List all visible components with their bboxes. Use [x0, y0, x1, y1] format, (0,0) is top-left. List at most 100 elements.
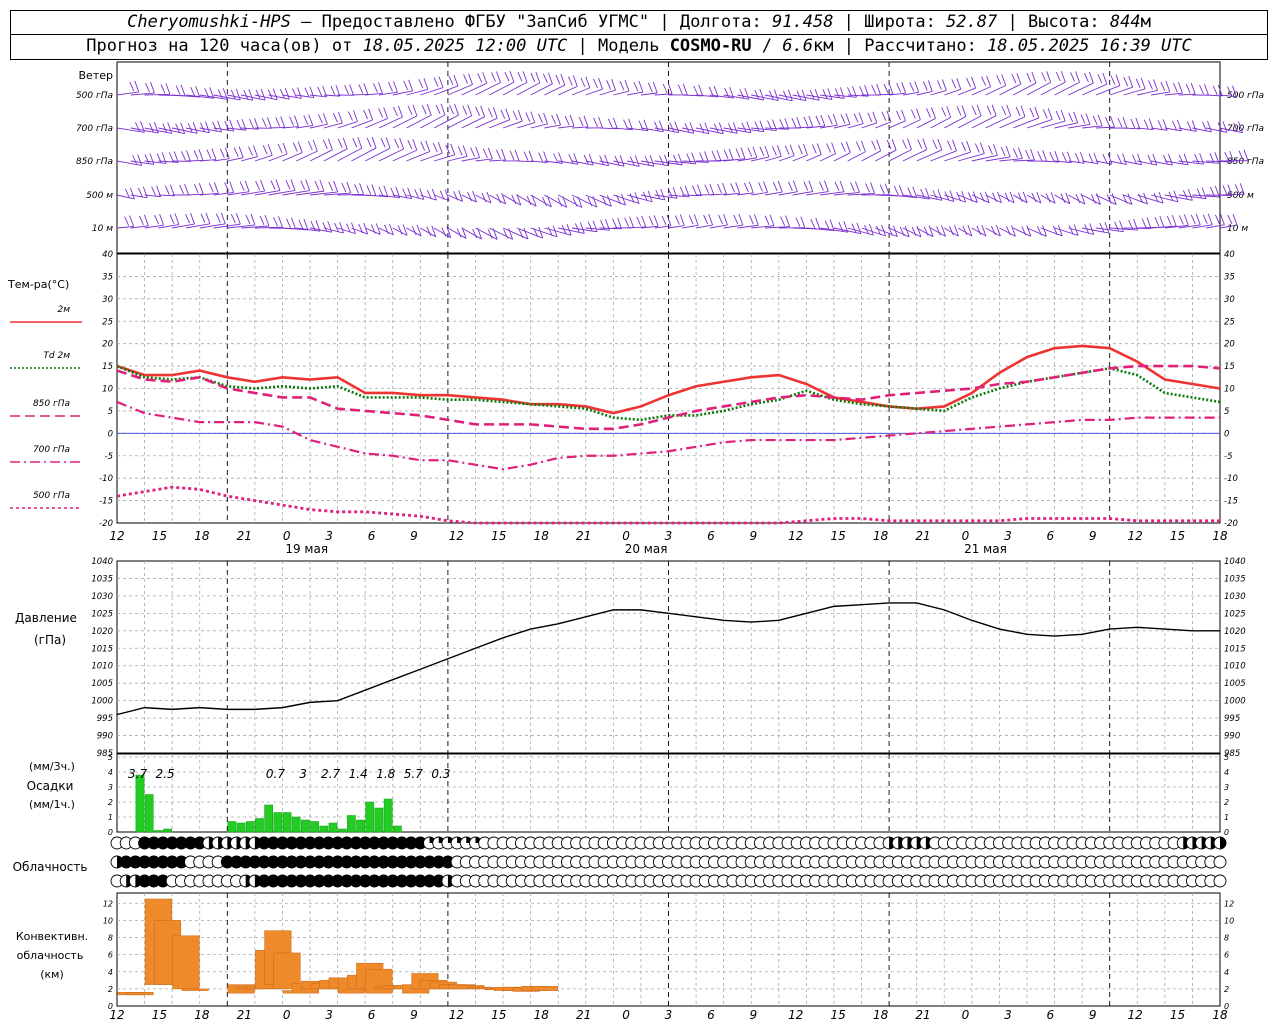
wind-barb-feather	[664, 154, 669, 166]
conv-ytick-left: 10	[103, 916, 113, 925]
wind-barb-feather	[798, 144, 803, 155]
temp-ytick-right: 5	[1224, 407, 1229, 417]
wind-barb-feather	[1110, 75, 1116, 85]
wind-barb-feather	[142, 186, 148, 198]
wind-barb-feather	[573, 153, 579, 165]
precip-bar	[154, 830, 163, 833]
wind-barb-feather	[1037, 226, 1042, 236]
wind-barb	[1192, 224, 1213, 229]
wind-barb	[309, 94, 327, 98]
wind-barb-feather	[185, 213, 190, 224]
wind-barb	[268, 189, 296, 196]
wind-barb-feather	[366, 137, 372, 148]
wind-barb-feather	[684, 123, 690, 133]
wind-barb	[309, 123, 328, 129]
wind-barb-feather	[1243, 149, 1249, 161]
wind-barb-feather	[318, 114, 323, 124]
wind-barb	[1192, 127, 1212, 133]
wind-barb	[433, 154, 455, 162]
wind-barb-feather	[467, 191, 472, 202]
wind-barb-feather	[279, 88, 285, 99]
temp-ytick-left: -15	[99, 497, 113, 507]
wind-barb	[516, 122, 535, 129]
wind-barb-feather	[259, 215, 265, 226]
wind-barb-feather	[1097, 114, 1103, 127]
conv-ytick-right: 6	[1224, 951, 1229, 960]
wind-barb	[158, 194, 175, 197]
wind-barb-feather	[1068, 112, 1074, 123]
conv-ytick-right: 2	[1224, 985, 1229, 994]
wind-barb-feather	[669, 122, 675, 132]
precip-total-label: 0.3	[431, 767, 450, 781]
wind-barb	[861, 150, 881, 162]
wind-barb-feather	[1135, 117, 1141, 130]
wind-barb-feather	[1209, 186, 1215, 197]
wind-barb-feather	[1052, 225, 1058, 236]
wind-barb	[847, 151, 866, 162]
time-tick-label: 12	[449, 529, 464, 543]
wind-barb	[116, 91, 139, 96]
pressure-ytick-left: 1025	[91, 609, 113, 619]
wind-barb	[144, 194, 161, 198]
wind-barb	[378, 227, 394, 236]
wind-barb-feather	[579, 222, 585, 234]
wind-barb	[185, 94, 214, 99]
wind-barb	[847, 123, 864, 129]
wind-barb	[957, 115, 982, 129]
wind-barb-feather	[585, 76, 591, 88]
pressure-ytick-right: 1005	[1224, 679, 1246, 689]
wind-barb-feather	[148, 122, 154, 133]
wind-barb	[420, 114, 446, 129]
wind-barb-feather	[1172, 120, 1177, 131]
wind-barb	[558, 125, 575, 129]
wind-barb-feather	[312, 139, 318, 152]
wind-barb	[1026, 227, 1047, 237]
wind-barb	[241, 225, 270, 229]
wind-barb	[971, 115, 997, 129]
wind-level-right: 500 гПа	[1227, 91, 1264, 101]
wind-barb-feather	[344, 85, 350, 95]
wind-barb-feather	[461, 227, 467, 239]
wind-barb	[695, 127, 724, 135]
wind-barb	[889, 194, 917, 199]
wind-barb-feather	[723, 213, 728, 226]
wind-barb-feather	[346, 181, 352, 194]
wind-barb	[461, 82, 487, 96]
wind-barb-feather	[976, 225, 982, 236]
pressure-ytick-left: 1010	[91, 662, 113, 672]
wind-barb-feather	[1088, 71, 1094, 84]
wind-barb-feather	[286, 218, 291, 228]
time-tick-label: 6	[707, 529, 715, 543]
wind-barb-feather	[902, 139, 907, 149]
wind-barb-feather	[352, 137, 358, 148]
wind-barb-feather	[211, 148, 217, 160]
time-tick-label: 9	[410, 529, 418, 543]
wind-barb-feather	[1143, 119, 1149, 129]
conv-title-1: Конвективн.	[16, 930, 88, 943]
wind-barb-feather	[397, 225, 403, 235]
wind-barb	[406, 151, 430, 162]
wind-barb-feather	[260, 88, 266, 101]
wind-barb-feather	[224, 147, 230, 159]
wind-barb-feather	[1042, 109, 1048, 119]
wind-barb-feather	[551, 114, 557, 125]
wind-barb	[1178, 127, 1197, 132]
wind-barb-feather	[444, 189, 450, 201]
time-tick-label-bottom: 18	[1212, 1008, 1228, 1022]
wind-barb-feather	[193, 183, 199, 194]
wind-barb-feather	[718, 214, 723, 225]
wind-barb-feather	[236, 119, 242, 130]
wind-barb	[654, 127, 679, 134]
wind-barb	[1095, 194, 1117, 205]
wind-barb-feather	[463, 74, 468, 84]
pressure-ytick-left: 985	[97, 749, 113, 759]
cloud-symbol	[1213, 855, 1227, 869]
wind-barb-feather	[638, 80, 644, 93]
wind-barb	[709, 127, 738, 134]
wind-barb-feather	[130, 187, 135, 200]
wind-barb	[1206, 94, 1223, 97]
wind-barb-feather	[303, 115, 309, 125]
time-tick-label: 15	[491, 529, 506, 543]
wind-barb-feather	[1111, 193, 1117, 205]
time-tick-label-bottom: 9	[410, 1008, 418, 1022]
